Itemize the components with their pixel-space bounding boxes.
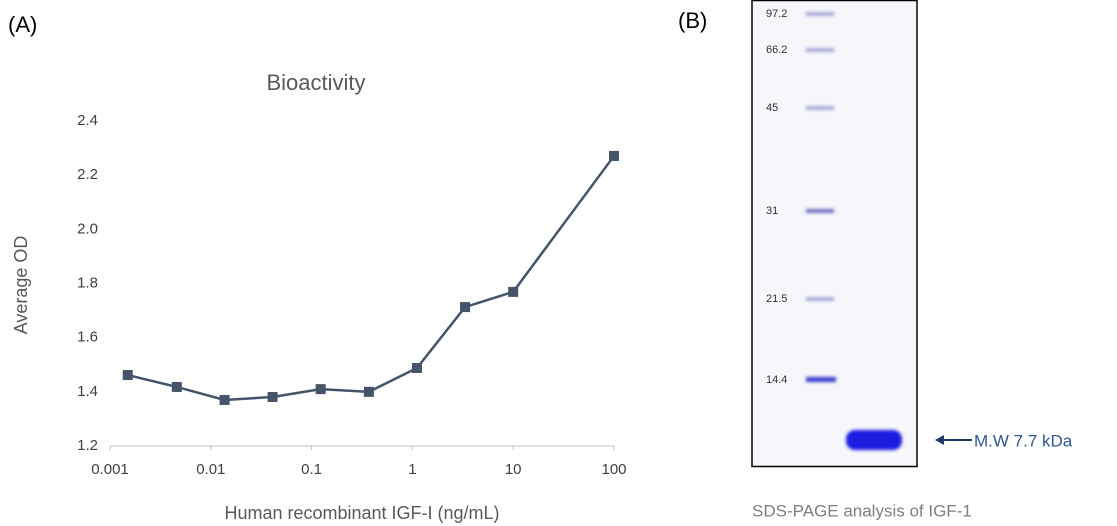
- y-tick-label: 1.4: [77, 383, 98, 400]
- data-point: [123, 370, 133, 380]
- x-tick-label: 0.01: [196, 461, 225, 478]
- data-point: [172, 382, 182, 392]
- ladder-band: [806, 297, 834, 301]
- data-point: [268, 392, 278, 402]
- y-tick-label: 1.6: [77, 329, 98, 346]
- ladder-band: [806, 209, 834, 213]
- chart-title: Bioactivity: [266, 70, 365, 95]
- panel-label: (A): [8, 12, 37, 37]
- sample-band: [846, 430, 902, 450]
- x-tick-label: 10: [505, 461, 522, 478]
- y-tick-label: 2.0: [77, 220, 98, 237]
- panel-label: (B): [678, 8, 707, 33]
- figure: (A) (B) Bioactivity Human recombinant IG…: [0, 0, 1117, 526]
- data-line: [128, 156, 614, 400]
- x-tick-label: 100: [601, 461, 626, 478]
- y-axis-label: Average OD: [11, 236, 31, 335]
- data-point: [364, 387, 374, 397]
- x-axis-label: Human recombinant IGF-I (ng/mL): [224, 503, 499, 523]
- y-tick-label: 1.8: [77, 274, 98, 291]
- marker-label: 66.2: [766, 44, 787, 56]
- data-point: [460, 302, 470, 312]
- ladder-band: [806, 106, 834, 110]
- y-tick-label: 2.4: [77, 112, 98, 129]
- y-tick-label: 2.2: [77, 166, 98, 183]
- ladder-band: [806, 48, 834, 52]
- marker-label: 45: [766, 102, 778, 114]
- x-tick-label: 1: [408, 461, 416, 478]
- caption: SDS-PAGE analysis of IGF-1: [752, 501, 972, 520]
- data-point: [508, 287, 518, 297]
- y-tick-label: 1.2: [77, 437, 98, 454]
- marker-label: 21.5: [766, 293, 787, 305]
- data-point: [412, 363, 422, 373]
- band-label: M.W 7.7 kDa: [974, 431, 1073, 450]
- marker-label: 31: [766, 205, 778, 217]
- marker-label: 97.2: [766, 8, 787, 20]
- data-point: [316, 384, 326, 394]
- ladder-band: [806, 12, 834, 16]
- gel-image: [752, 1, 917, 467]
- x-tick-label: 0.1: [301, 461, 322, 478]
- data-point: [609, 151, 619, 161]
- x-tick-label: 0.001: [91, 461, 129, 478]
- data-point: [220, 395, 230, 405]
- ladder-band: [806, 377, 836, 382]
- arrow-head: [935, 435, 944, 445]
- marker-label: 14.4: [766, 374, 787, 386]
